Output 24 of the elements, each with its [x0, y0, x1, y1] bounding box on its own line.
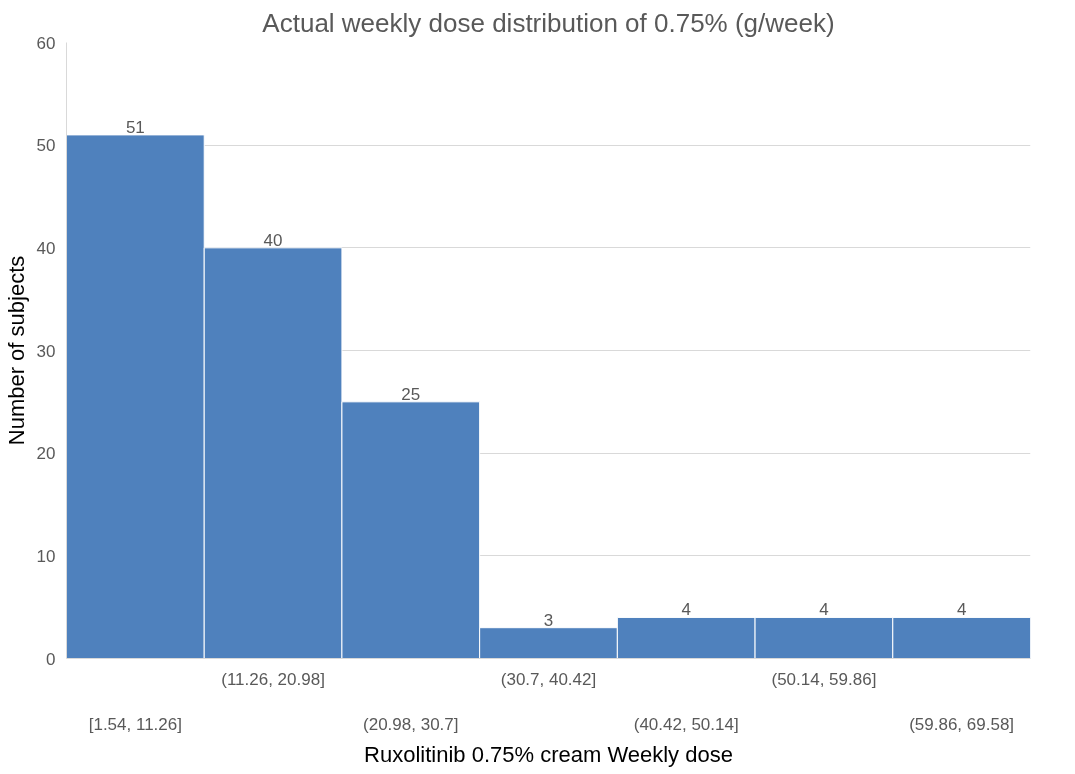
y-tick-label: 60 [36, 33, 56, 53]
x-tick-label: (11.26, 20.98] [221, 669, 325, 689]
chart-title: Actual weekly dose distribution of 0.75% (g/week) [262, 7, 835, 38]
y-tick-label: 20 [36, 444, 56, 464]
y-tick-label: 40 [36, 238, 56, 258]
x-axis-title: Ruxolitinib 0.75% cream Weekly dose [364, 742, 733, 768]
y-tick-label: 0 [46, 649, 56, 669]
y-tick-label: 10 [36, 546, 56, 566]
data-label: 3 [543, 610, 554, 630]
x-tick-label: (40.42, 50.14] [633, 715, 739, 735]
x-tick-label: [1.54, 11.26] [88, 715, 182, 735]
y-axis-title: Number of subjects [3, 255, 29, 446]
x-tick-label: (20.98, 30.7] [363, 715, 459, 735]
x-tick-label: (59.86, 69.58] [909, 715, 1015, 735]
data-label: 4 [819, 600, 829, 620]
data-label: 51 [125, 117, 145, 137]
y-tick-label: 30 [36, 341, 56, 361]
data-label: 4 [681, 600, 691, 620]
data-label: 25 [401, 384, 421, 404]
data-label: 4 [956, 600, 967, 620]
x-tick-label: (30.7, 40.42] [500, 669, 597, 689]
y-tick-label: 50 [36, 136, 56, 156]
data-label: 40 [263, 230, 283, 250]
x-tick-label: (50.14, 59.86] [771, 669, 877, 689]
